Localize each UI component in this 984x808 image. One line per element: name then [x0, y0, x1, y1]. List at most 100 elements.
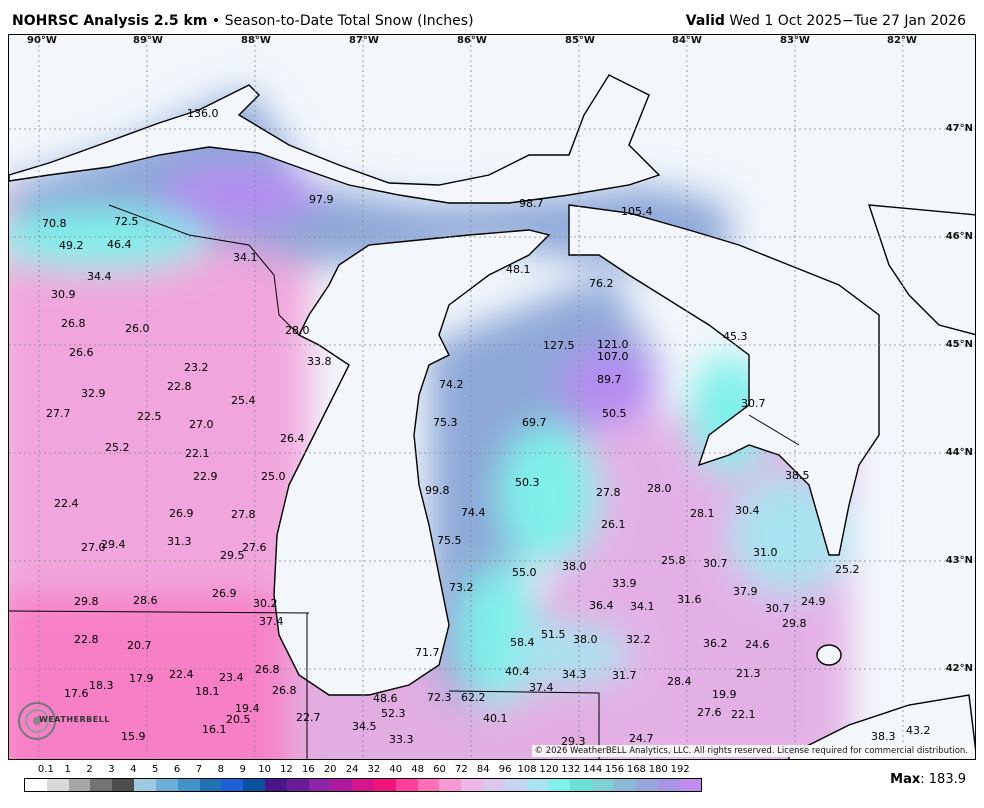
header: NOHRSC Analysis 2.5 km • Season-to-Date …: [0, 0, 984, 34]
legend-swatch: [90, 779, 113, 791]
snow-total-value: 29.5: [220, 549, 245, 562]
snow-total-value: 23.4: [219, 671, 244, 684]
snow-total-value: 37.9: [733, 585, 758, 598]
snow-total-value: 24.9: [801, 595, 826, 608]
legend-swatch: [395, 779, 418, 791]
legend-label: 108: [517, 764, 537, 775]
snow-total-value: 43.2: [906, 724, 931, 737]
snow-total-value: 49.2: [59, 239, 84, 252]
title-field: Season-to-Date Total Snow (Inches): [224, 13, 474, 29]
snow-total-value: 37.4: [259, 615, 284, 628]
lon-label: 88°W: [241, 35, 271, 46]
snow-total-value: 26.9: [212, 587, 237, 600]
snow-total-value: 25.0: [261, 470, 286, 483]
snow-total-value: 27.6: [697, 706, 722, 719]
color-legend: [24, 778, 702, 792]
snow-total-value: 18.3: [89, 679, 114, 692]
snow-total-value: 29.4: [101, 538, 126, 551]
lon-label: 89°W: [133, 35, 163, 46]
snow-total-value: 74.2: [439, 378, 464, 391]
legend-label: 96: [498, 764, 512, 775]
legend-label: 180: [648, 764, 668, 775]
snow-total-value: 40.1: [483, 712, 508, 725]
snow-total-value: 22.5: [137, 410, 162, 423]
snow-total-value: 55.0: [512, 566, 537, 579]
legend-swatch: [68, 779, 91, 791]
snow-total-value: 26.1: [601, 518, 626, 531]
map-canvas: [9, 35, 975, 759]
snow-total-value: 38.3: [871, 730, 896, 743]
snow-total-value: 121.0: [597, 338, 629, 351]
snow-total-value: 26.0: [125, 322, 150, 335]
snow-total-value: 98.7: [519, 197, 544, 210]
snow-total-value: 29.3: [561, 735, 586, 748]
legend-swatch: [308, 779, 331, 791]
snow-total-value: 23.2: [184, 361, 209, 374]
legend-label: 32: [367, 764, 381, 775]
legend-label: 9: [239, 764, 246, 775]
snow-total-value: 24.7: [629, 732, 654, 745]
legend-label: 5: [152, 764, 159, 775]
snow-total-value: 17.6: [64, 687, 89, 700]
snow-total-value: 26.4: [280, 432, 305, 445]
legend-label: 84: [476, 764, 490, 775]
title-product: NOHRSC Analysis 2.5 km: [12, 13, 208, 29]
snow-total-value: 17.9: [129, 672, 154, 685]
snow-total-value: 22.7: [296, 711, 321, 724]
snow-total-value: 30.4: [735, 504, 760, 517]
snow-total-value: 40.4: [505, 665, 530, 678]
snow-total-value: 19.4: [235, 702, 260, 715]
legend-label: 120: [539, 764, 559, 775]
lat-label: 45°N: [945, 339, 973, 350]
snow-total-value: 30.2: [253, 597, 278, 610]
legend-label: 192: [670, 764, 690, 775]
snow-total-value: 51.5: [541, 628, 566, 641]
legend-swatch: [330, 779, 353, 791]
max-value: Max: 183.9: [890, 772, 966, 787]
snow-total-value: 22.9: [193, 470, 218, 483]
snow-total-value: 38.0: [573, 633, 598, 646]
legend-label: 7: [195, 764, 203, 775]
snow-total-value: 31.3: [167, 535, 192, 548]
snow-total-value: 69.7: [522, 416, 547, 429]
graticule: [9, 35, 975, 759]
legend-label: 48: [411, 764, 425, 775]
snow-total-value: 50.3: [515, 476, 540, 489]
legend-swatch: [635, 779, 658, 791]
legend-label: 72: [455, 764, 468, 775]
snow-total-value: 30.7: [765, 602, 790, 615]
legend-label: 3: [108, 764, 115, 775]
snow-total-value: 30.7: [703, 557, 728, 570]
snow-total-value: 62.2: [461, 691, 486, 704]
lon-label: 87°W: [349, 35, 379, 46]
valid-range: Wed 1 Oct 2025−Tue 27 Jan 2026: [729, 13, 966, 29]
snow-total-value: 28.6: [133, 594, 158, 607]
max-label: Max: [890, 772, 921, 787]
snow-total-value: 26.6: [69, 346, 94, 359]
snow-total-value: 97.9: [309, 193, 334, 206]
snow-total-value: 38.0: [562, 560, 587, 573]
snow-total-value: 46.4: [107, 238, 132, 251]
snow-total-value: 26.8: [255, 663, 280, 676]
snow-total-value: 107.0: [597, 350, 629, 363]
legend-label: 2: [86, 764, 93, 775]
snow-total-value: 31.7: [612, 669, 637, 682]
snow-total-value: 22.1: [731, 708, 756, 721]
lon-label: 83°W: [780, 35, 810, 46]
snow-total-value: 75.3: [433, 416, 458, 429]
snow-total-value: 99.8: [425, 484, 450, 497]
legend-swatch: [221, 779, 244, 791]
legend-swatch: [177, 779, 200, 791]
legend-label: 40: [389, 764, 403, 775]
snow-total-value: 36.2: [703, 637, 728, 650]
snow-total-value: 52.3: [381, 707, 406, 720]
legend-label: 16: [301, 764, 315, 775]
snow-total-value: 45.3: [723, 330, 748, 343]
lat-label: 44°N: [945, 447, 973, 458]
snow-total-value: 20.7: [127, 639, 152, 652]
legend-swatch: [243, 779, 265, 791]
legend-label: 0.1: [37, 764, 54, 775]
snow-total-value: 73.2: [449, 581, 474, 594]
legend-label: 20: [323, 764, 337, 775]
legend-swatch: [592, 779, 614, 791]
